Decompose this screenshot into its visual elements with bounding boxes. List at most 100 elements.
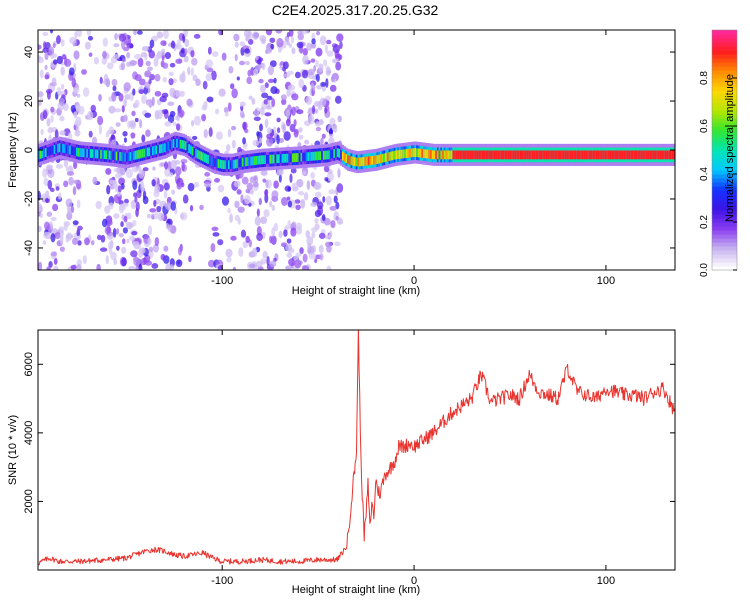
spectrogram-noise-cell <box>320 81 326 87</box>
spectrogram-noise-cell <box>250 188 254 195</box>
spectrogram-ridge-cell <box>490 150 493 160</box>
spectrogram-ridge-cell <box>638 150 642 160</box>
spectrogram-ridge-cell <box>234 159 238 169</box>
spectrogram-noise-cell <box>232 266 237 270</box>
spectrogram-ridge-cell <box>191 146 194 156</box>
spectrogram-noise-cell <box>69 36 77 45</box>
spectrogram-noise-cell <box>264 82 269 89</box>
spectrogram-noise-cell <box>66 170 75 176</box>
spectrogram-noise-cell <box>291 47 296 55</box>
colorbar-stripe <box>712 182 737 187</box>
spectrogram-noise-cell <box>77 225 83 231</box>
spectrogram-noise-cell <box>317 205 324 216</box>
spectrogram-noise-cell <box>75 124 80 133</box>
spectrogram-noise-cell <box>148 50 156 59</box>
spectrogram-noise-cell <box>270 43 275 50</box>
spectrogram-ridge-cell <box>618 150 621 160</box>
spectrogram-ridge-cell <box>93 149 96 159</box>
spectrogram-noise-cell <box>60 66 66 76</box>
spectrogram-ridge-cell <box>278 154 281 164</box>
spectrogram-ridge-cell <box>55 144 58 154</box>
spectrogram-noise-cell <box>123 198 129 204</box>
x-tick-label: -100 <box>211 575 233 587</box>
spectrogram-ridge-cell <box>331 149 334 159</box>
spectrogram-noise-cell <box>270 86 278 95</box>
spectrogram-noise-cell <box>293 128 299 138</box>
spectrogram-noise-cell <box>159 95 167 103</box>
spectrogram-ridge-cell <box>322 150 326 160</box>
spectrogram-noise-cell <box>287 220 291 229</box>
spectrogram-noise-cell <box>183 30 189 37</box>
spectrogram-noise-cell <box>105 167 112 175</box>
spectrogram-noise-cell <box>121 257 127 267</box>
spectrogram-noise-cell <box>156 31 164 39</box>
spectrogram-ridge-cell <box>448 150 452 160</box>
spectrogram-noise-cell <box>61 54 67 60</box>
spectrogram-noise-cell <box>138 169 145 179</box>
spectrogram-noise-cell <box>207 46 212 55</box>
spectrogram-ridge-cell <box>341 151 345 161</box>
spectrogram-noise-cell <box>59 97 65 104</box>
spectrogram-noise-cell <box>73 87 80 94</box>
spectrogram-noise-cell <box>184 48 188 55</box>
spectrogram-noise-cell <box>44 51 49 61</box>
colorbar-stripe <box>712 190 737 195</box>
spectrogram-ridge-cell <box>248 156 251 166</box>
spectrogram-ridge-cell <box>222 160 225 170</box>
spectrogram-noise-cell <box>225 248 233 258</box>
spectrogram-ridge-cell <box>348 155 352 165</box>
figure-title: C2E4.2025.317.20.25.G32 <box>272 2 439 18</box>
spectrogram-ridge-cell <box>172 139 175 148</box>
spectrogram-noise-cell <box>44 64 48 70</box>
spectrogram-noise-cell <box>152 166 156 171</box>
spectrogram-ridge-cell <box>535 150 538 160</box>
spectrogram-noise-cell <box>134 53 142 60</box>
spectrogram-noise-cell <box>154 73 161 82</box>
spectrogram-ridge-cell <box>291 153 295 163</box>
spectrogram-noise-cell <box>298 134 304 140</box>
spectrogram-noise-cell <box>226 257 232 263</box>
spectrogram-noise-cell <box>251 97 256 105</box>
spectrogram-noise-cell <box>285 243 293 252</box>
spectrogram-noise-cell <box>221 52 227 61</box>
spectrogram-ridge-cell <box>131 151 134 161</box>
spectrogram-noise-cell <box>267 99 271 109</box>
spectrogram-ridge-cell <box>528 150 531 160</box>
spectrogram-ridge-cell <box>619 150 623 160</box>
colorbar-stripe <box>712 218 737 223</box>
spectrogram-noise-cell <box>231 125 237 131</box>
spectrogram-ridge-cell <box>540 150 543 160</box>
spectrogram-noise-cell <box>76 259 82 267</box>
colorbar-stripe <box>712 106 737 111</box>
spectrogram-noise-cell <box>74 120 82 127</box>
spectrogram-noise-cell <box>161 48 166 56</box>
spectrogram-noise-cell <box>181 161 185 172</box>
spectrogram-noise-cell <box>150 213 155 220</box>
spectrogram-noise-cell <box>334 241 341 246</box>
spectrogram-noise-cell <box>166 222 170 230</box>
spectrogram-noise-cell <box>132 88 136 96</box>
spectrogram-noise-cell <box>205 59 214 68</box>
colorbar-stripe <box>712 78 737 83</box>
spectrogram-noise-cell <box>328 189 336 195</box>
spectrogram-ridge-cell <box>628 150 631 160</box>
spectrogram-noise-cell <box>228 66 234 74</box>
spectrogram-ridge-cell <box>134 150 137 160</box>
spectrogram-ridge-cell <box>245 157 248 167</box>
spectrogram-ridge-cell <box>649 150 652 160</box>
spectrogram-ridge-cell <box>60 143 63 153</box>
spectrogram-noise-cell <box>125 221 129 227</box>
spectrogram-noise-cell <box>70 104 77 113</box>
spectrogram-noise-cell <box>76 93 81 98</box>
spectrogram-noise-cell <box>234 214 240 222</box>
spectrogram-ridge-cell <box>112 151 115 160</box>
spectrogram-ridge-cell <box>122 152 125 162</box>
spectrogram-noise-cell <box>193 33 201 39</box>
spectrogram-ridge-cell <box>592 150 595 160</box>
spectrogram-noise-cell <box>211 51 219 58</box>
spectrogram-ridge-cell <box>383 153 386 163</box>
spectrogram-noise-cell <box>312 104 316 115</box>
spectrogram-ridge-cell <box>587 150 590 160</box>
spectrogram-noise-cell <box>234 200 240 209</box>
spectrogram-ridge-cell <box>386 152 390 162</box>
